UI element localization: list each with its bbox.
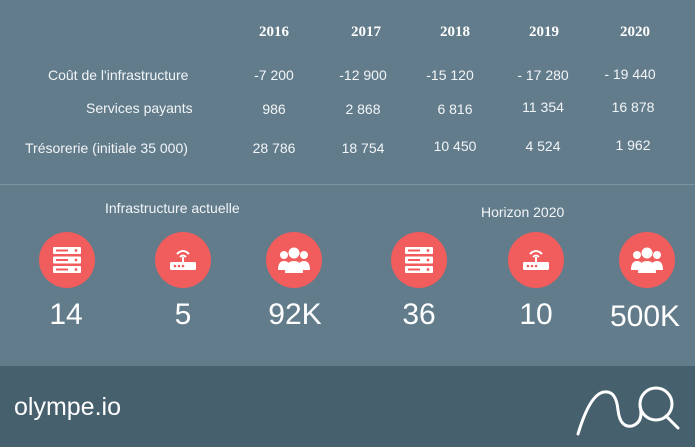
olympe-logo-icon [576,386,680,436]
row-label-paid-services: Services payants [86,100,193,116]
table-cell: 16 878 [611,99,655,115]
server-icon [391,232,447,288]
table-cell: -7 200 [254,67,294,83]
table-cell: -15 120 [426,67,474,83]
table-cell: 11 354 [522,99,564,115]
router-icon [155,232,211,288]
stat-users-2020: 500K [609,300,681,333]
year-header-2017: 2017 [351,24,381,40]
section-divider [0,184,695,185]
group-title-horizon-2020: Horizon 2020 [481,204,565,220]
stat-routers-2020: 10 [519,298,553,331]
row-label-infrastructure-cost: Coût de l'infrastructure [48,67,189,83]
table-cell: - 19 440 [604,66,656,82]
year-header-2019: 2019 [529,24,559,40]
brand-name: olympe.io [14,393,121,421]
table-cell: -12 900 [339,67,387,83]
year-header-2016: 2016 [259,24,289,40]
year-header-2018: 2018 [440,24,470,40]
router-icon [508,232,564,288]
table-cell: 1 962 [615,137,651,153]
year-header-2020: 2020 [620,24,650,40]
table-cell: 6 816 [437,101,473,117]
users-icon [619,232,675,288]
table-cell: 2 868 [345,101,381,117]
table-cell: 986 [262,101,286,117]
group-title-current-infrastructure: Infrastructure actuelle [105,200,240,216]
users-icon [266,232,322,288]
stat-servers-current: 14 [49,298,83,331]
table-cell: 10 450 [433,138,477,154]
table-cell: 28 786 [252,140,296,156]
server-icon [39,232,95,288]
stat-users-current: 92K [268,298,322,331]
stat-servers-2020: 36 [402,298,436,331]
row-label-treasury: Trésorerie (initiale 35 000) [25,140,188,156]
table-cell: 18 754 [341,140,385,156]
table-cell: - 17 280 [517,67,569,83]
table-cell: 4 524 [525,138,561,154]
stat-routers-current: 5 [174,298,192,331]
